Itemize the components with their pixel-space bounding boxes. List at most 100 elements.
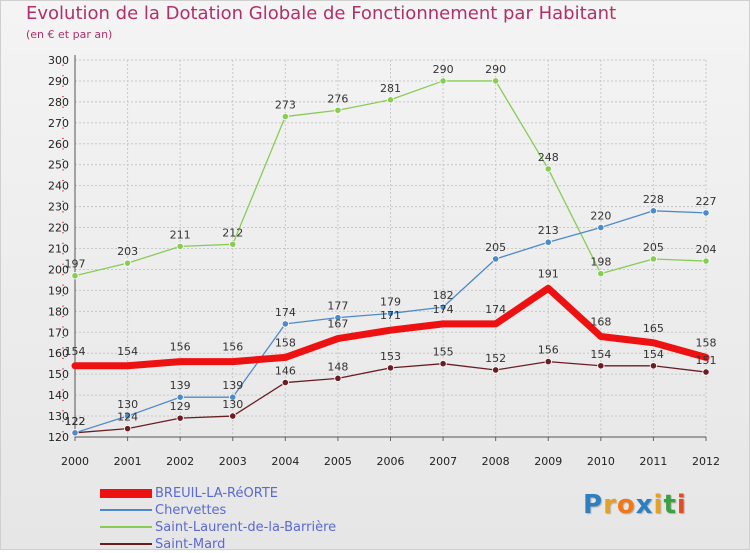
data-label: 273 [275,99,296,112]
data-label: 158 [275,336,296,349]
data-label: 198 [590,256,611,269]
x-tick-label: 2002 [166,455,194,468]
data-point [492,255,500,263]
data-point [492,366,500,374]
data-point [440,320,447,327]
legend-label: BREUIL-LA-RéORTE [155,486,278,501]
data-label: 156 [170,341,191,354]
data-label: 212 [222,226,243,239]
data-label: 191 [538,267,559,280]
data-point [544,165,552,173]
logo-letter: i [653,490,664,520]
data-point [177,358,184,365]
x-tick-label: 2000 [61,455,89,468]
y-tick-label: 140 [48,389,69,402]
y-tick-label: 250 [48,159,69,172]
x-tick-label: 2007 [429,455,457,468]
data-label: 122 [65,415,86,428]
data-point [72,362,78,369]
data-label: 177 [327,300,348,313]
data-point [71,272,79,280]
chart-subtitle: (en € et par an) [26,28,113,41]
data-point [650,339,657,346]
data-label: 154 [590,348,611,361]
data-label: 205 [485,241,506,254]
data-label: 228 [643,193,664,206]
data-point [123,412,132,420]
logo-letter: P [583,490,604,520]
x-tick-label: 2012 [692,455,720,468]
x-tick-label: 2009 [534,455,562,468]
legend-label: Chervettes [155,503,227,518]
data-label: 168 [590,315,611,328]
data-point [176,393,184,401]
data-label: 129 [170,400,191,413]
data-label: 290 [485,63,506,76]
legend-swatch [100,509,152,511]
legend-swatch [100,543,152,545]
data-label: 146 [275,365,296,378]
data-label: 290 [433,63,454,76]
logo-letter: i [676,490,687,520]
y-tick-label: 290 [48,75,69,88]
legend-swatch [100,488,152,498]
data-label: 124 [117,411,138,424]
data-point [334,314,342,322]
data-point [597,270,605,278]
data-point [229,358,236,365]
data-point [71,429,79,437]
x-tick-label: 2001 [114,455,142,468]
legend-label: Saint-Laurent-de-la-Barrière [155,520,337,535]
data-point [387,327,394,334]
data-label: 155 [433,346,454,359]
series-line-2 [74,80,707,277]
data-label: 227 [696,195,717,208]
data-label: 139 [170,379,191,392]
data-label: 205 [643,241,664,254]
data-point [176,414,184,422]
proxiti-logo: Proxiti [583,490,687,520]
data-label: 179 [380,295,401,308]
data-point [649,362,658,370]
y-tick-label: 300 [48,54,69,67]
data-point [334,335,341,342]
data-label: 203 [117,245,138,258]
data-label: 204 [696,243,717,256]
data-label: 156 [222,341,243,354]
data-point [597,223,605,232]
logo-letter: t [663,490,677,520]
data-point [229,393,237,401]
data-point [702,368,710,376]
y-tick-label: 160 [48,347,69,360]
data-label: 174 [275,306,296,319]
logo-letter: r [603,490,617,520]
y-tick-label: 280 [48,96,69,109]
data-label: 153 [380,350,401,363]
legend-label: Saint-Mard [155,537,226,552]
y-tick-label: 170 [48,326,69,339]
y-tick-label: 130 [48,410,69,423]
x-tick-label: 2008 [482,455,510,468]
logo-letter: x [635,490,654,520]
data-point [281,320,289,328]
data-label: 139 [222,379,243,392]
x-tick-label: 2006 [377,455,405,468]
data-point [702,257,710,265]
data-label: 197 [65,258,86,271]
data-label: 171 [380,309,401,322]
data-label: 158 [696,336,717,349]
data-label: 152 [485,352,506,365]
data-point [334,374,342,382]
data-point [439,360,447,368]
data-point [176,242,184,251]
data-point [702,209,710,217]
data-point [229,412,237,420]
data-point [281,112,289,121]
logo-letter: o [616,490,636,520]
chart-title: Evolution de la Dotation Globale de Fonc… [26,3,617,24]
data-point [492,77,500,85]
data-label: 281 [380,82,401,95]
data-label: 154 [65,345,86,358]
data-label: 213 [538,224,559,237]
